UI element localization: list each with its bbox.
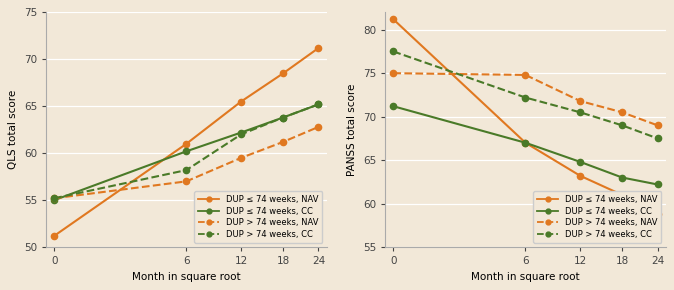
- Legend: DUP ≤ 74 weeks, NAV, DUP ≤ 74 weeks, CC, DUP > 74 weeks, NAV, DUP > 74 weeks, CC: DUP ≤ 74 weeks, NAV, DUP ≤ 74 weeks, CC,…: [194, 191, 322, 243]
- X-axis label: Month in square root: Month in square root: [132, 272, 241, 282]
- Y-axis label: QLS total score: QLS total score: [8, 90, 18, 169]
- Legend: DUP ≤ 74 weeks, NAV, DUP ≤ 74 weeks, CC, DUP > 74 weeks, NAV, DUP > 74 weeks, CC: DUP ≤ 74 weeks, NAV, DUP ≤ 74 weeks, CC,…: [533, 191, 661, 243]
- Y-axis label: PANSS total score: PANSS total score: [347, 84, 357, 176]
- X-axis label: Month in square root: Month in square root: [471, 272, 580, 282]
